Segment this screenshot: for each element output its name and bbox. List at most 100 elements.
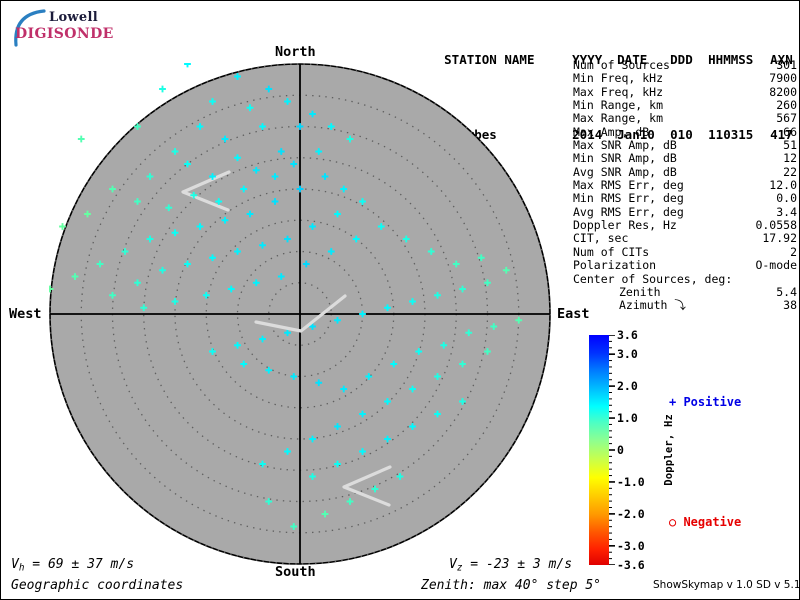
source-point (277, 148, 285, 155)
stat-key: Min RMS Err, deg (573, 191, 684, 206)
source-point (246, 104, 254, 112)
stat-key: Zenith (619, 284, 661, 299)
source-point (71, 273, 79, 280)
stat-row-min-freq-khz: Min Freq, kHz 7900 (573, 71, 797, 85)
source-point (140, 304, 148, 312)
source-point (377, 223, 385, 230)
source-point (134, 279, 141, 287)
stat-value: 38 (783, 298, 797, 313)
stat-key: Max Range, km (573, 111, 664, 126)
source-point (284, 329, 291, 337)
stat-row-num-of-sources: Num of Sources 301 (573, 58, 797, 72)
source-point (165, 204, 173, 212)
source-point (221, 135, 229, 143)
header-col-date: DATE (617, 52, 648, 67)
source-point (196, 223, 204, 230)
source-point (134, 198, 141, 205)
source-point (352, 235, 360, 243)
stat-value: 22 (783, 164, 797, 179)
source-point (252, 166, 260, 174)
source-point (434, 410, 441, 418)
source-point (215, 198, 223, 205)
colorbar-tick-label: -3.6 (617, 558, 645, 572)
source-point (296, 185, 304, 193)
drift-direction-arrows (181, 170, 392, 507)
source-point (484, 348, 491, 355)
source-point (302, 260, 310, 268)
source-point (284, 448, 291, 455)
source-point (327, 123, 335, 130)
header-val-hhmmss: 110315 (708, 127, 754, 142)
source-point (146, 235, 154, 243)
stat-key: Avg SNR Amp, dB (573, 164, 677, 179)
skymap-polar-plot[interactable] (49, 63, 551, 565)
source-point (515, 316, 523, 324)
source-point (171, 298, 179, 305)
stat-key: Min SNR Amp, dB (573, 151, 677, 166)
stat-value: 66 (783, 124, 797, 139)
colorbar-tick-label: 1.0 (617, 411, 638, 426)
source-point (265, 366, 273, 374)
source-point (240, 360, 248, 368)
stat-key: Max RMS Err, deg (573, 178, 684, 193)
colorbar-tick-label: -1.0 (617, 474, 645, 489)
header-column-row: STATION NAMEYYYYDATEDDDHHMMSSAXNPPSIGP (399, 37, 800, 82)
source-point (77, 135, 85, 143)
source-point (359, 198, 366, 205)
source-point (309, 110, 316, 118)
source-point (365, 373, 373, 380)
source-point (315, 148, 323, 155)
source-point (321, 510, 329, 518)
colorbar-tick-label: 0 (617, 443, 624, 457)
source-point (209, 348, 216, 355)
source-point (84, 210, 91, 218)
header-col-hhmmss: HHMMSS (708, 52, 754, 67)
stat-row-avg-snr-amp-db: Avg SNR Amp, dB 22 (573, 164, 797, 179)
software-version-label: ShowSkymap v 1.0 SD v 5.1 (653, 579, 800, 591)
header-val-axn: 417 (770, 127, 793, 142)
logo-arc-icon (14, 9, 46, 47)
colorbar-tick-label: 2.0 (617, 379, 638, 394)
source-point (240, 185, 248, 193)
source-point (327, 248, 335, 255)
stat-value: 301 (776, 58, 797, 72)
direction-label-west: West (9, 306, 42, 322)
source-point (96, 260, 104, 268)
direction-label-east: East (557, 306, 590, 322)
source-point (452, 260, 460, 268)
source-point (259, 460, 266, 468)
drift-arrow-se-icon (342, 465, 392, 507)
stat-value: 3.4 (776, 204, 797, 219)
source-point (290, 373, 298, 380)
stat-row-min-range-km: Min Range, km 260 (573, 98, 797, 113)
stat-value: 260 (776, 98, 797, 113)
source-point (284, 235, 291, 243)
source-point (159, 266, 166, 274)
direction-label-north: North (275, 44, 316, 60)
header-col-yyyy: YYYY (572, 52, 603, 67)
source-point (502, 266, 510, 274)
source-point (309, 223, 316, 230)
header-col-ddd: DDD (670, 52, 693, 67)
source-point (252, 279, 260, 287)
source-point (346, 135, 354, 143)
source-point (315, 379, 323, 387)
source-point (109, 291, 116, 299)
source-points-group (49, 63, 523, 530)
source-point (159, 85, 166, 93)
source-point (459, 360, 466, 368)
stat-row-azimuth: Azimuth ⤵ 38 (573, 298, 797, 313)
stat-key: Min Range, km (573, 98, 664, 113)
stat-key: Center of Sources, deg: (573, 271, 733, 286)
source-point (409, 298, 416, 305)
vz-subscript: z (456, 562, 463, 574)
stat-row-max-freq-khz: Max Freq, kHz 8200 (573, 85, 797, 99)
source-point (271, 173, 279, 180)
drift-arrow-nw-icon (181, 170, 231, 212)
stat-value: 12.0 (769, 178, 797, 193)
source-point (384, 435, 391, 443)
source-point (190, 191, 198, 199)
source-point (196, 123, 204, 130)
colorbar-title-text: Doppler, Hz (663, 414, 675, 486)
